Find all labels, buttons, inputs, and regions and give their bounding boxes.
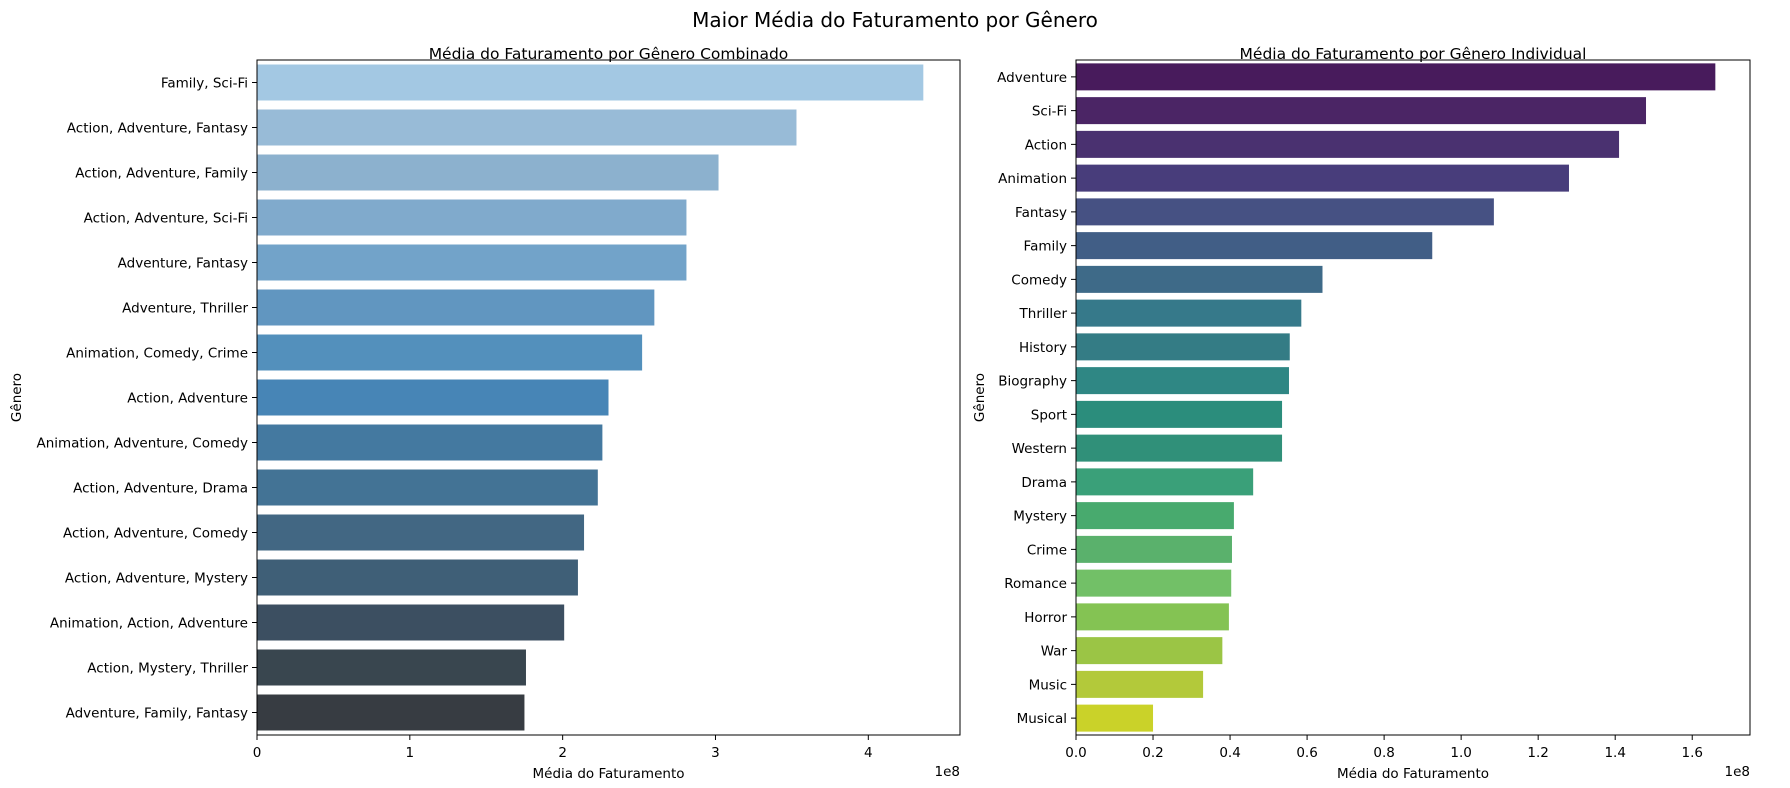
bar-0-2 <box>257 154 719 191</box>
bar-1-16 <box>1076 603 1229 631</box>
bar-1-5 <box>1076 232 1433 260</box>
bar-0-13 <box>257 649 526 686</box>
y-tick-label: Music <box>1029 677 1067 693</box>
y-tick-label: Animation, Action, Adventure <box>50 616 248 632</box>
y-axis-label: Gênero <box>972 373 988 422</box>
bar-1-19 <box>1076 704 1154 732</box>
x-tick-label: 4 <box>864 745 873 761</box>
x-tick-label: 0.8 <box>1373 745 1394 761</box>
y-tick-label: Adventure <box>997 70 1067 86</box>
y-tick-label: Action, Adventure, Sci-Fi <box>84 211 248 227</box>
x-tick-label: 0 <box>253 745 262 761</box>
y-tick-label: Action, Mystery, Thriller <box>87 661 248 677</box>
y-tick-label: Family <box>1024 239 1067 255</box>
x-tick-label: 0.6 <box>1296 745 1317 761</box>
bar-0-5 <box>257 289 655 326</box>
x-tick-label: 1.2 <box>1527 745 1548 761</box>
y-tick-label: Animation, Adventure, Comedy <box>36 436 248 452</box>
bar-1-4 <box>1076 198 1494 226</box>
x-tick-label: 1 <box>406 745 415 761</box>
bar-1-9 <box>1076 367 1289 395</box>
y-tick-label: Animation <box>998 171 1067 187</box>
bar-0-3 <box>257 199 687 236</box>
bar-0-14 <box>257 694 525 731</box>
bar-0-6 <box>257 334 643 371</box>
y-tick-label: Mystery <box>1013 509 1067 525</box>
y-tick-label: Action <box>1025 137 1067 153</box>
bar-0-11 <box>257 559 578 596</box>
panel-title: Média do Faturamento por Gênero Individu… <box>1240 45 1587 63</box>
y-tick-label: Sci-Fi <box>1032 104 1067 120</box>
bar-1-13 <box>1076 502 1234 530</box>
panel-title: Média do Faturamento por Gênero Combinad… <box>429 45 789 63</box>
y-tick-label: Adventure, Fantasy <box>118 256 248 272</box>
x-tick-label: 0.2 <box>1142 745 1163 761</box>
y-tick-label: Musical <box>1017 711 1067 727</box>
bar-0-12 <box>257 604 565 641</box>
y-tick-label: History <box>1019 340 1067 356</box>
y-tick-label: Crime <box>1027 542 1067 558</box>
y-tick-label: Action, Adventure, Drama <box>73 481 248 497</box>
y-tick-label: Sport <box>1031 407 1067 423</box>
bar-0-0 <box>257 64 924 101</box>
bar-1-15 <box>1076 569 1232 597</box>
bar-1-6 <box>1076 265 1323 293</box>
y-tick-label: Biography <box>998 374 1067 390</box>
axes-frame <box>1075 59 1751 736</box>
axes-frame <box>256 59 961 736</box>
bar-0-7 <box>257 379 609 416</box>
y-tick-label: Action, Adventure, Mystery <box>65 571 248 587</box>
bar-1-12 <box>1076 468 1254 496</box>
y-tick-label: Adventure, Family, Fantasy <box>66 706 248 722</box>
bar-1-8 <box>1076 333 1290 361</box>
y-tick-label: War <box>1041 644 1068 660</box>
bar-0-10 <box>257 514 585 551</box>
y-tick-label: Fantasy <box>1015 205 1067 221</box>
y-tick-label: Western <box>1012 441 1067 457</box>
bar-1-11 <box>1076 434 1283 462</box>
y-tick-label: Adventure, Thriller <box>122 301 248 317</box>
bar-1-2 <box>1076 130 1620 158</box>
x-tick-label: 3 <box>711 745 720 761</box>
x-axis-label: Média do Faturamento <box>1337 766 1489 782</box>
bar-1-1 <box>1076 97 1647 125</box>
x-tick-label: 1.0 <box>1450 745 1471 761</box>
bar-0-4 <box>257 244 687 281</box>
x-tick-label: 2 <box>558 745 567 761</box>
x-offset-text: 1e8 <box>935 764 960 780</box>
y-tick-label: Drama <box>1021 475 1067 491</box>
bar-0-1 <box>257 109 797 146</box>
bar-1-7 <box>1076 299 1302 327</box>
y-tick-label: Family, Sci-Fi <box>161 76 248 92</box>
x-tick-label: 0.4 <box>1219 745 1240 761</box>
y-tick-label: Romance <box>1004 576 1067 592</box>
x-tick-label: 1.6 <box>1681 745 1702 761</box>
bar-0-9 <box>257 469 598 506</box>
y-tick-label: Thriller <box>1019 306 1068 322</box>
y-tick-label: Action, Adventure, Comedy <box>63 526 248 542</box>
y-axis-label: Gênero <box>9 373 25 422</box>
bar-1-17 <box>1076 637 1223 665</box>
x-offset-text: 1e8 <box>1725 764 1750 780</box>
y-tick-label: Action, Adventure, Family <box>75 166 248 182</box>
y-tick-label: Horror <box>1024 610 1067 626</box>
x-axis-label: Média do Faturamento <box>533 766 685 782</box>
y-tick-label: Comedy <box>1011 272 1067 288</box>
bar-1-18 <box>1076 670 1204 698</box>
y-tick-label: Action, Adventure <box>127 391 248 407</box>
x-tick-label: 1.4 <box>1604 745 1625 761</box>
bar-0-8 <box>257 424 603 461</box>
bar-1-10 <box>1076 400 1283 428</box>
bar-1-0 <box>1076 63 1716 91</box>
x-tick-label: 0.0 <box>1065 745 1086 761</box>
y-tick-label: Animation, Comedy, Crime <box>66 346 248 362</box>
y-tick-label: Action, Adventure, Fantasy <box>67 121 248 137</box>
bar-1-14 <box>1076 535 1232 563</box>
bar-1-3 <box>1076 164 1569 192</box>
figure-title: Maior Média do Faturamento por Gênero <box>692 8 1098 32</box>
